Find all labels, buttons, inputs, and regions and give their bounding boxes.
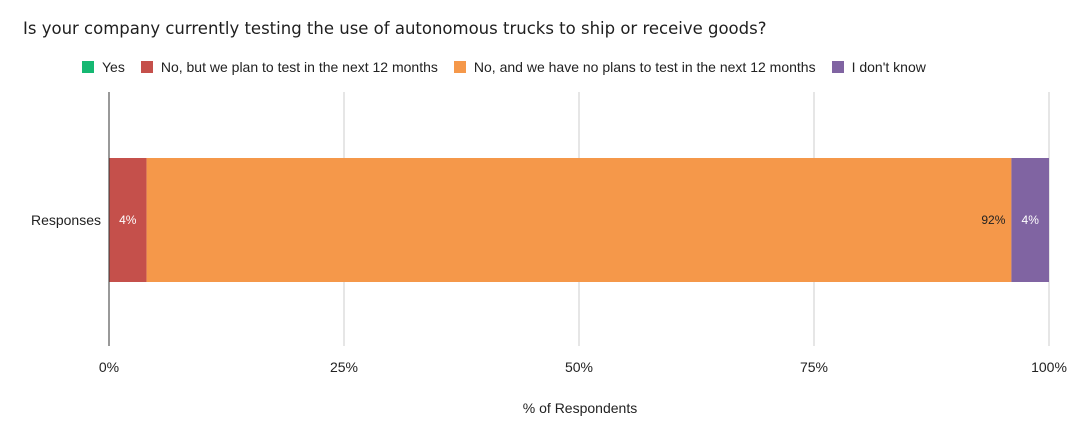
data-label: 4% (119, 213, 137, 227)
legend-swatch-yes (82, 61, 94, 73)
legend-label-plan-to-test: No, but we plan to test in the next 12 m… (160, 59, 438, 75)
legend-item-dont-know: I don't know (831, 59, 926, 75)
x-tick-label: 25% (330, 359, 358, 375)
bar-segments (109, 158, 1049, 282)
x-tick-label: 75% (800, 359, 828, 375)
x-tick-label: 0% (99, 359, 119, 375)
bar-segment-plan-to-test (109, 158, 147, 282)
axes: 0% 25% 50% 75% 100% Responses (31, 92, 1067, 375)
bar-segment-no-plans (146, 158, 1012, 282)
legend: Yes No, but we plan to test in the next … (82, 58, 926, 76)
legend-label-no-plans: No, and we have no plans to test in the … (473, 59, 816, 75)
legend-label-dont-know: I don't know (851, 59, 926, 75)
data-label: 4% (1022, 213, 1040, 227)
x-tick-label: 50% (565, 359, 593, 375)
x-tick-label: 100% (1031, 359, 1067, 375)
legend-item-yes: Yes (82, 59, 125, 75)
x-axis-title: % of Respondents (522, 400, 638, 416)
legend-swatch-plan-to-test (140, 61, 153, 73)
legend-item-plan-to-test: No, but we plan to test in the next 12 m… (140, 59, 438, 75)
category-label: Responses (31, 212, 101, 228)
legend-label-yes: Yes (102, 59, 125, 75)
data-label: 92% (981, 213, 1005, 227)
legend-item-no-plans: No, and we have no plans to test in the … (453, 59, 816, 75)
legend-swatch-no-plans (453, 61, 466, 73)
data-labels: 4% 92% 4% (119, 213, 1039, 227)
chart-title: Is your company currently testing the us… (23, 19, 767, 38)
legend-swatch-dont-know (831, 61, 844, 73)
bar-segment-dont-know (1011, 158, 1049, 282)
